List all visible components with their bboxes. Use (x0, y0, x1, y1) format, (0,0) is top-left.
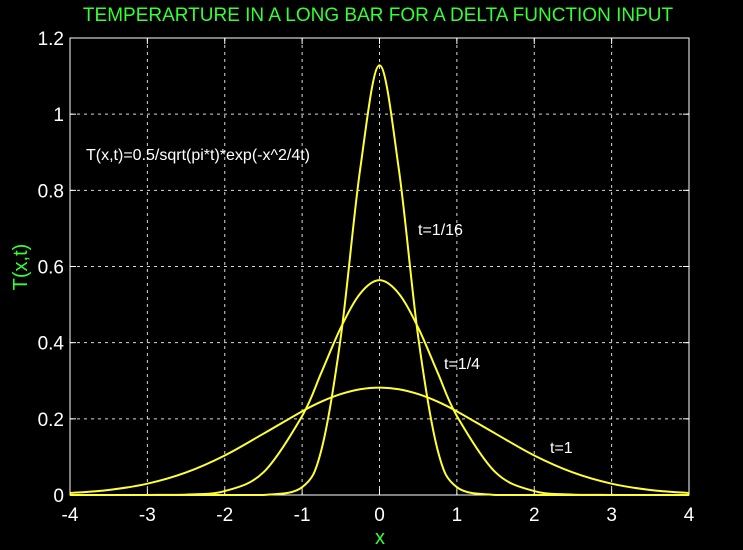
annotation-t-1: t=1 (550, 440, 573, 457)
y-axis-label: T(x,t) (10, 244, 32, 291)
chart-title: TEMPERARTURE IN A LONG BAR FOR A DELTA F… (83, 5, 674, 26)
x-tick-label: 4 (684, 505, 695, 526)
x-tick-label: 0 (374, 505, 385, 526)
grid (69, 37, 690, 496)
annotation-t-1-4: t=1/4 (444, 356, 480, 373)
y-tick-label: 1.2 (38, 29, 64, 50)
formula-annotation: T(x,t)=0.5/sqrt(pi*t)*exp(-x^2/4t) (86, 147, 310, 164)
y-tick-label: 0 (53, 486, 64, 507)
x-tick-label: -1 (294, 505, 311, 526)
series-line-1 (70, 64, 689, 496)
x-tick-label: -3 (139, 505, 156, 526)
x-tick-label: -2 (216, 505, 233, 526)
y-tick-label: 0.6 (38, 258, 64, 279)
x-tick-labels: -4 -3 -2 -1 0 1 2 3 4 (62, 505, 695, 526)
x-tick-label: 2 (529, 505, 540, 526)
series-line-3 (69, 386, 690, 495)
x-tick-label: -4 (62, 505, 79, 526)
series-line-2 (70, 279, 689, 496)
x-tick-label: 3 (606, 505, 617, 526)
series-group (69, 64, 690, 496)
y-tick-label: 0.4 (38, 334, 65, 355)
y-tick-labels: 0 0.2 0.4 0.6 0.8 1 1.2 (38, 29, 65, 507)
annotation-t-1-16: t=1/16 (418, 222, 463, 239)
y-tick-label: 0.8 (38, 181, 64, 202)
y-tick-label: 0.2 (38, 410, 64, 431)
y-tick-label: 1 (53, 105, 64, 126)
x-axis-label: x (375, 527, 385, 549)
x-tick-label: 1 (452, 505, 463, 526)
